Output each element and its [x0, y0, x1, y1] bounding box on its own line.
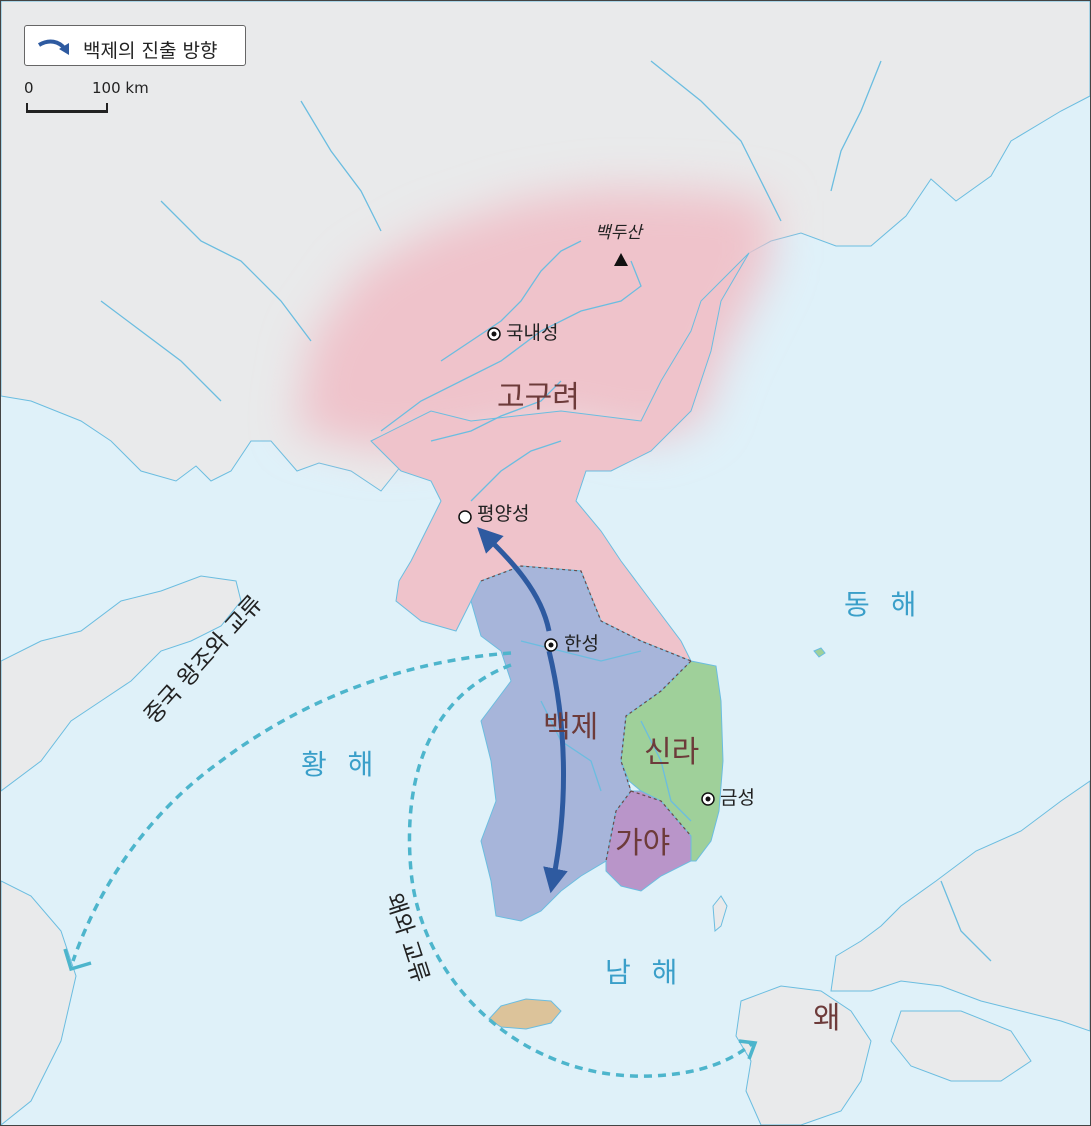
gaya-territory [605, 790, 692, 892]
city-marker-pyongyang [458, 510, 472, 524]
goguryeo-territory [370, 252, 750, 662]
baekje-expansion-north [477, 527, 552, 632]
border-baekje-gaya [605, 790, 632, 862]
border-baekje-silla [620, 660, 692, 792]
kingdom-label-goguryeo: 고구려 [497, 380, 580, 415]
kingdom-label-silla: 신라 [644, 735, 700, 770]
kingdom-label-baekje: 백제 [543, 710, 599, 745]
baekje-territory [470, 565, 692, 922]
city-label-pyongyang: 평양성 [477, 503, 530, 525]
city-label-hanseong: 한성 [564, 633, 599, 655]
city-marker-gungnae [487, 327, 501, 341]
scale-zero-label: 0 [24, 79, 34, 97]
route-wa-line [407, 663, 755, 1078]
japan-kyushu [735, 985, 872, 1125]
border-silla-gaya [630, 790, 692, 837]
baekje-expansion-south [543, 650, 568, 894]
city-marker-geumseong [701, 792, 715, 806]
city-marker-hanseong [544, 638, 558, 652]
scale-max-label: 100 km [92, 79, 149, 97]
route-china-arrowhead [63, 948, 92, 972]
legend: 백제의 진출 방향 [24, 25, 246, 66]
route-china-line [71, 651, 512, 962]
route-wa-arrowhead [738, 1039, 758, 1060]
border-goguryeo-baekje [480, 565, 692, 662]
kingdom-label-gaya: 가야 [615, 826, 671, 861]
mountain-label: 백두산 [595, 223, 642, 243]
scale-bar: 0 100 km [24, 79, 174, 119]
goguryeo-extent [296, 189, 771, 451]
sea-label-yellow: 황 해 [301, 748, 380, 781]
shandong [1, 575, 242, 792]
region-label-wa: 왜 [813, 1001, 841, 1036]
curved-arrow-icon [37, 39, 69, 55]
ulleung-island [813, 647, 826, 658]
japan-honshu [830, 780, 1090, 1032]
japan-shikoku [890, 1010, 1032, 1082]
tsushima-island [712, 895, 728, 933]
mountain-icon [614, 253, 628, 266]
city-label-geumseong: 금성 [720, 787, 755, 809]
china-east-coast [1, 880, 77, 1125]
rivers [100, 60, 992, 962]
scale-line [26, 103, 108, 113]
sea-label-east: 동 해 [844, 588, 923, 621]
city-label-gungnae: 국내성 [506, 322, 559, 344]
jeju-island [488, 998, 562, 1030]
sea-label-south: 남 해 [605, 956, 684, 989]
legend-label: 백제의 진출 방향 [83, 40, 218, 62]
